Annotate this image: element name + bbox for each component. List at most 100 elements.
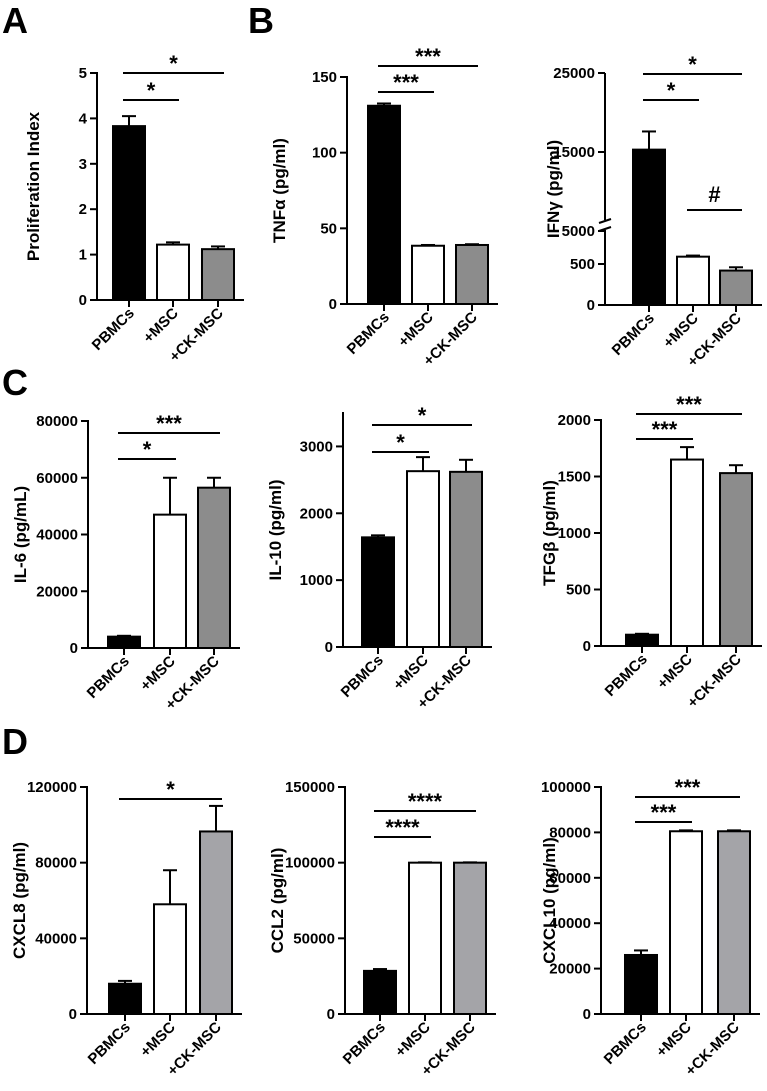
- y-tick-label: 20000: [549, 961, 591, 978]
- axis-break-mark-upper: [598, 218, 612, 224]
- x-tick-label: +MSC: [390, 652, 432, 694]
- bar-pbmcs: [361, 536, 395, 649]
- x-tick-label: PBMCs: [602, 651, 651, 700]
- y-tick-label: 20000: [36, 583, 78, 600]
- y-tick-label: 0: [69, 1006, 77, 1023]
- significance-label: ***: [393, 70, 419, 95]
- x-tick-label: +MSC: [653, 1019, 695, 1061]
- y-tick-label: 1500: [558, 469, 591, 486]
- y-tick-label: 500: [570, 256, 595, 273]
- x-tick-label: +MSC: [660, 310, 702, 352]
- y-tick-label: 500: [566, 582, 591, 599]
- y-tick-label: 40000: [549, 915, 591, 932]
- significance-label: ***: [415, 44, 441, 69]
- y-axis-title: CCL2 (pg/ml): [268, 848, 287, 954]
- y-tick-label: 80000: [36, 413, 78, 430]
- significance-label: *: [169, 51, 178, 76]
- y-tick-label: 2: [79, 201, 87, 218]
- y-tick-label: 60000: [36, 470, 78, 487]
- bar-msc: [670, 458, 704, 647]
- y-tick-label: 40000: [35, 930, 77, 947]
- bar-pbmcs: [632, 148, 666, 306]
- y-tick-label: 80000: [549, 824, 591, 841]
- y-tick-label: 80000: [35, 855, 77, 872]
- significance-label: ***: [676, 392, 702, 417]
- y-tick-label: 0: [583, 1006, 591, 1023]
- y-axis-title: CXCL8 (pg/ml): [10, 842, 29, 959]
- y-tick-label: 50: [320, 220, 337, 237]
- y-tick-label: 0: [79, 292, 87, 309]
- y-tick-label: 0: [325, 639, 333, 656]
- y-tick-label: 2000: [558, 412, 591, 429]
- y-tick-label: 120000: [27, 779, 77, 796]
- x-tick-label: +MSC: [395, 309, 437, 351]
- bar-ckmsc: [719, 269, 753, 306]
- significance-label: *: [166, 777, 175, 802]
- bar-msc: [408, 861, 442, 1016]
- panel-label-a: A: [2, 0, 28, 41]
- bar-ckmsc: [455, 243, 489, 305]
- x-tick-label: +MSC: [654, 651, 696, 693]
- significance-label: ***: [675, 775, 701, 800]
- bar-ckmsc: [449, 470, 483, 648]
- panel-label-b: B: [248, 0, 274, 41]
- significance-label: ***: [652, 417, 678, 442]
- significance-label: ****: [408, 789, 443, 814]
- bar-msc: [153, 903, 187, 1015]
- y-tick-label: 50000: [293, 930, 335, 947]
- y-tick-label: 0: [587, 297, 595, 314]
- significance-label: #: [708, 182, 720, 207]
- bar-pbmcs: [367, 104, 401, 306]
- y-tick-label: 5: [79, 65, 87, 82]
- x-tick-label: PBMCs: [340, 1019, 389, 1068]
- y-tick-label: 150000: [285, 779, 335, 796]
- y-tick-label: 40000: [36, 527, 78, 544]
- bar-pbmcs: [108, 982, 142, 1016]
- bar-ckmsc: [717, 830, 751, 1016]
- x-tick-label: +MSC: [137, 653, 179, 695]
- x-tick-label: +CK-MSC: [684, 651, 745, 712]
- y-tick-label: 2000: [300, 505, 333, 522]
- x-tick-label: PBMCs: [85, 1019, 134, 1068]
- bar-ckmsc: [453, 861, 487, 1016]
- x-tick-label: PBMCs: [601, 1019, 650, 1068]
- bar-ckmsc: [201, 248, 235, 301]
- significance-label: *: [688, 52, 697, 77]
- y-tick-label: 3000: [300, 438, 333, 455]
- significance-label: *: [143, 437, 152, 462]
- y-tick-label: 60000: [549, 870, 591, 887]
- chart-6: 0 500 1000 1500 2000 TFGβ (pg/ml) PBMCs +MSC+CK…: [540, 392, 762, 711]
- y-tick-label: 100: [312, 145, 337, 162]
- significance-label: *: [147, 78, 156, 103]
- y-axis-title: CXCL10 (pg/ml): [540, 837, 559, 964]
- y-tick-label: 0: [329, 296, 337, 313]
- y-tick-label: 5000: [562, 223, 595, 240]
- x-tick-label: +MSC: [392, 1019, 434, 1061]
- panel-label-d: D: [2, 721, 28, 762]
- y-tick-label: 25000: [553, 65, 595, 82]
- x-tick-label: PBMCs: [84, 653, 133, 702]
- bar-ckmsc: [199, 830, 233, 1015]
- x-tick-label: PBMCs: [89, 305, 138, 354]
- x-tick-label: +MSC: [137, 1019, 179, 1061]
- y-tick-label: 100000: [285, 855, 335, 872]
- bar-msc: [406, 470, 440, 648]
- bar-msc: [153, 513, 187, 650]
- x-tick-label: PBMCs: [344, 309, 393, 358]
- bar-ckmsc: [197, 486, 231, 649]
- y-tick-label: 1000: [558, 525, 591, 542]
- significance-label: *: [667, 78, 676, 103]
- y-axis-title: Proliferation Index: [24, 111, 43, 261]
- y-axis-title: IL-6 (pg/mL): [11, 486, 30, 583]
- bar-pbmcs: [625, 633, 659, 648]
- bar-pbmcs: [624, 953, 658, 1015]
- y-axis-title: TNFα (pg/ml): [270, 138, 289, 243]
- bar-pbmcs: [112, 125, 146, 301]
- significance-label: *: [418, 403, 427, 428]
